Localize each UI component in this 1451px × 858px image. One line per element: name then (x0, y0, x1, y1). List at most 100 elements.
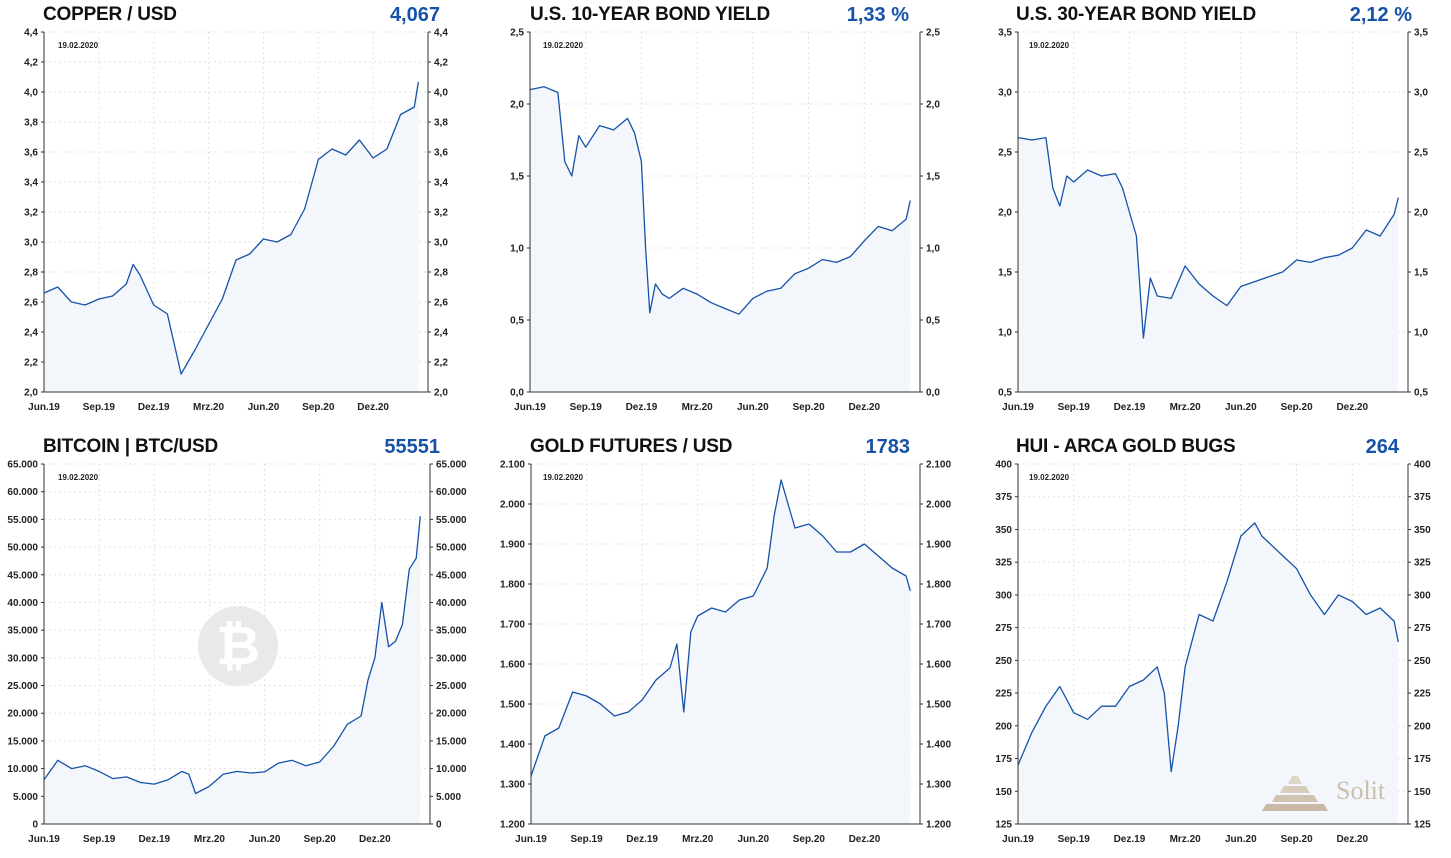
y-tick-label-left: 25.000 (7, 681, 38, 692)
series-area (531, 480, 911, 824)
series-area (530, 86, 911, 392)
x-tick-label: Dez.20 (1336, 834, 1368, 845)
date-label: 19.02.2020 (1029, 473, 1070, 482)
y-tick-label-right: 1.200 (926, 820, 951, 831)
chart-panel-gold: 1.200 1.200 1.300 1.300 1.400 1.400 1.500 1.500… (484, 432, 968, 858)
x-tick-label: Sep.19 (83, 834, 116, 845)
y-tick-label-right: 0,5 (1414, 388, 1428, 399)
y-tick-label-left: 0,0 (510, 388, 524, 399)
y-tick-label-right: 1.500 (926, 700, 951, 711)
y-tick-label-left: 60.000 (7, 487, 38, 498)
chart-title: BITCOIN | BTC/USD (43, 436, 219, 457)
y-tick-label-left: 55.000 (7, 515, 38, 526)
y-tick-label-right: 2,2 (434, 358, 448, 369)
date-label: 19.02.2020 (543, 473, 584, 482)
current-value: 1,33 % (846, 4, 909, 26)
series-line (1017, 136, 1399, 339)
x-tick-label: Dez.19 (138, 402, 170, 413)
y-tick-label-left: 35.000 (7, 626, 38, 637)
y-tick-label-left: 1.800 (500, 580, 525, 591)
series-area (1018, 522, 1399, 824)
x-tick-label: Sep.20 (302, 402, 335, 413)
y-tick-label-right: 1.700 (926, 620, 951, 631)
y-tick-label-left: 40.000 (7, 598, 38, 609)
y-tick-label-left: 3,8 (24, 118, 38, 129)
y-tick-label-right: 3,0 (434, 238, 448, 249)
y-tick-label-right: 2,5 (926, 28, 940, 39)
y-tick-label-right: 0,0 (926, 388, 940, 399)
x-tick-label: Sep.19 (83, 402, 116, 413)
y-tick-label-left: 0,5 (510, 316, 524, 327)
chart-panel-copper: 2,0 2,0 2,2 2,2 2,4 2,4 2,6 2,6 2,8 2,8 3,0 3,0 3,2 3… (0, 0, 484, 426)
y-tick-label-left: 2,0 (998, 208, 1012, 219)
chart-svg: 0,0 0,0 0,5 0,5 1,0 1,0 1,5 1,5 2,0 2,0 2,5 2,5 Jun.… (510, 28, 940, 414)
y-tick-label-right: 0 (436, 820, 442, 831)
x-tick-label: Dez.20 (359, 834, 391, 845)
series-line (43, 81, 420, 375)
y-tick-label-right: 45.000 (436, 570, 467, 581)
x-tick-label: Sep.20 (1280, 402, 1313, 413)
y-tick-label-right: 1,5 (926, 172, 940, 183)
y-tick-label-left: 2,2 (24, 358, 38, 369)
current-value: 2,12 % (1349, 4, 1412, 26)
y-tick-label-left: 1,0 (998, 328, 1012, 339)
x-tick-label: Sep.19 (570, 402, 603, 413)
y-tick-label-left: 2,5 (998, 148, 1012, 159)
x-tick-label: Sep.20 (792, 402, 825, 413)
y-tick-label-left: 1.300 (500, 780, 525, 791)
y-tick-label-right: 2.000 (926, 500, 951, 511)
y-tick-label-right: 4,2 (434, 58, 448, 69)
date-label: 19.02.2020 (58, 473, 99, 482)
x-tick-label: Jun.19 (1002, 402, 1034, 413)
y-tick-label-right: 1.600 (926, 660, 951, 671)
current-value: 4,067 (389, 4, 440, 26)
y-tick-label-right: 30.000 (436, 653, 467, 664)
y-tick-label-left: 350 (995, 525, 1012, 536)
y-tick-label-right: 50.000 (436, 543, 467, 554)
y-tick-label-right: 20.000 (436, 709, 467, 720)
series-area (44, 81, 419, 393)
y-tick-label-right: 0,5 (926, 316, 940, 327)
chart-panel-hui: 125 125 150 150 175 175 200 200 225 225 250 250 275 2… (968, 432, 1451, 858)
x-tick-label: Sep.20 (304, 834, 337, 845)
y-tick-label-right: 1,0 (1414, 328, 1428, 339)
y-tick-label-right: 25.000 (436, 681, 467, 692)
y-tick-label-left: 1,5 (998, 268, 1012, 279)
x-tick-label: Dez.20 (848, 402, 880, 413)
y-tick-label-left: 1,5 (510, 172, 524, 183)
y-tick-label-left: 1.600 (500, 660, 525, 671)
y-tick-label-right: 60.000 (436, 487, 467, 498)
y-tick-label-right: 375 (1414, 492, 1431, 503)
y-tick-label-right: 10.000 (436, 764, 467, 775)
series-line (529, 86, 911, 315)
y-tick-label-left: 275 (995, 623, 1012, 634)
x-tick-label: Sep.20 (793, 834, 826, 845)
y-tick-label-left: 3,2 (24, 208, 38, 219)
y-tick-label-right: 200 (1414, 721, 1431, 732)
solit-pyramid-icon (1262, 776, 1328, 811)
current-value: 55551 (384, 436, 440, 458)
x-tick-label: Jun.20 (249, 834, 281, 845)
y-tick-label-left: 3,6 (24, 148, 38, 159)
y-tick-label-left: 2,0 (510, 100, 524, 111)
chart-panel-us30y: 0,5 0,5 1,0 1,0 1,5 1,5 2,0 2,0 2,5 2,5 3,0 3,0 3,5 3… (968, 0, 1451, 426)
y-tick-label-right: 5.000 (436, 792, 461, 803)
x-tick-label: Jun.19 (514, 402, 546, 413)
y-tick-label-left: 2.000 (500, 500, 525, 511)
series-line (1017, 522, 1399, 773)
y-tick-label-right: 2.100 (926, 460, 951, 471)
y-tick-label-right: 2,4 (434, 328, 448, 339)
chart-title: COPPER / USD (43, 4, 177, 25)
chart-panel-us10y: 0,0 0,0 0,5 0,5 1,0 1,0 1,5 1,5 2,0 2,0 2,5 2,5 Jun.… (484, 0, 968, 426)
y-tick-label-right: 175 (1414, 754, 1431, 765)
y-tick-label-right: 125 (1414, 820, 1431, 831)
x-tick-label: Jun.20 (248, 402, 280, 413)
x-tick-label: Mrz.20 (194, 834, 226, 845)
y-tick-label-right: 2,8 (434, 268, 448, 279)
y-tick-label-left: 325 (995, 558, 1012, 569)
date-label: 19.02.2020 (1029, 41, 1070, 50)
x-tick-label: Mrz.20 (682, 402, 714, 413)
y-tick-label-right: 350 (1414, 525, 1431, 536)
x-tick-label: Mrz.20 (1170, 402, 1202, 413)
y-tick-label-left: 125 (995, 820, 1012, 831)
